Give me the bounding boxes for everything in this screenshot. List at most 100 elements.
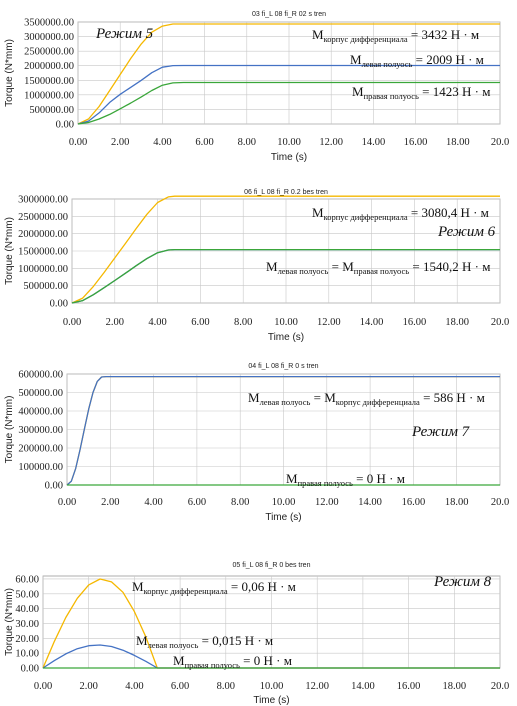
- annotation-part: корпус дифференциала: [324, 34, 408, 44]
- annotation-part: M: [286, 471, 298, 486]
- mode-label: Режим 7: [411, 424, 471, 440]
- y-tick-label: 3500000.00: [24, 18, 74, 29]
- annotation-part: корпус дифференциала: [324, 212, 408, 222]
- annotation-part: =: [328, 259, 342, 274]
- x-axis-label: Time (s): [268, 332, 304, 343]
- x-tick-label: 6.00: [188, 497, 206, 508]
- x-tick-label: 14.00: [360, 317, 384, 328]
- torque-annotation: Mправая полуось = 0 Н · м: [173, 653, 292, 670]
- torque-annotation: Mкорпус дифференциала = 0,06 Н · м: [132, 579, 296, 596]
- x-tick-label: 6.00: [191, 317, 209, 328]
- x-tick-label: 4.00: [144, 497, 162, 508]
- y-tick-label: 0.00: [56, 120, 74, 131]
- x-tick-label: 2.00: [106, 317, 124, 328]
- mode-label: Режим 6: [437, 224, 496, 240]
- torque-annotation: Mкорпус дифференциала = 3432 Н · м: [312, 27, 479, 44]
- annotation-part: M: [173, 653, 185, 668]
- x-tick-label: 18.00: [442, 681, 466, 692]
- annotation-part: =: [310, 390, 324, 405]
- chart-title: 05 fi_L 08 fi_R 0 bes tren: [233, 562, 311, 569]
- torque-annotation: Mлевая полуось = 0,015 Н · м: [136, 633, 273, 650]
- series-line-left: [77, 64, 500, 125]
- chart-title: 03 fi_L 08 fi_R 02 s tren: [252, 11, 326, 18]
- y-tick-label: 10.00: [15, 649, 39, 660]
- x-tick-label: 16.00: [402, 497, 426, 508]
- x-tick-label: 12.00: [305, 681, 329, 692]
- x-tick-label: 8.00: [217, 681, 235, 692]
- annotation-part: правая полуось: [185, 660, 240, 670]
- annotation-part: M: [248, 390, 260, 405]
- x-tick-label: 16.00: [403, 317, 427, 328]
- annotation-part: M: [342, 259, 354, 274]
- y-tick-label: 500000.00: [18, 388, 63, 399]
- x-tick-label: 8.00: [238, 137, 256, 148]
- x-tick-label: 12.00: [319, 137, 343, 148]
- x-tick-label: 20.0: [491, 681, 509, 692]
- annotation-part: M: [136, 633, 148, 648]
- mode-label: Режим 5: [95, 26, 154, 42]
- annotation-part: правая полуось: [364, 91, 419, 101]
- annotation-part: = 1540,2 Н · м: [409, 259, 490, 274]
- y-tick-label: 1000000.00: [18, 264, 68, 275]
- annotation-part: = 586 Н · м: [420, 390, 485, 405]
- x-tick-label: 12.00: [317, 317, 341, 328]
- y-tick-label: 1500000.00: [24, 76, 74, 87]
- y-tick-label: 100000.00: [18, 462, 63, 473]
- y-axis-label: Torque (N*mm): [4, 217, 15, 285]
- annotation-part: = 0 Н · м: [240, 653, 292, 668]
- annotation-part: M: [312, 205, 324, 220]
- annotation-part: = 2009 Н · м: [412, 52, 484, 67]
- x-tick-label: 16.00: [397, 681, 421, 692]
- torque-annotation: Mлевая полуось = 2009 Н · м: [350, 52, 484, 69]
- y-tick-label: 1000000.00: [24, 90, 74, 101]
- x-tick-label: 2.00: [101, 497, 119, 508]
- chart-title: 06 fi_L 08 fi_R 0.2 bes tren: [244, 189, 328, 196]
- x-tick-label: 14.00: [351, 681, 375, 692]
- annotation-part: = 0,015 Н · м: [198, 633, 273, 648]
- annotation-part: M: [132, 579, 144, 594]
- x-axis-label: Time (s): [271, 152, 307, 163]
- y-tick-label: 400000.00: [18, 407, 63, 418]
- x-tick-label: 6.00: [171, 681, 189, 692]
- y-tick-label: 2000000.00: [18, 229, 68, 240]
- annotation-part: = 3432 Н · м: [408, 27, 480, 42]
- chart-title: 04 fi_L 08 fi_R 0 s tren: [248, 363, 318, 370]
- y-tick-label: 0.00: [50, 299, 68, 310]
- torque-annotation: Mлевая полуось = Mкорпус дифференциала =…: [248, 390, 485, 407]
- x-tick-label: 4.00: [153, 137, 171, 148]
- x-tick-label: 4.00: [148, 317, 166, 328]
- x-tick-label: 18.00: [445, 497, 469, 508]
- y-tick-label: 2000000.00: [24, 61, 74, 72]
- torque-annotation: Mлевая полуось = Mправая полуось = 1540,…: [266, 259, 490, 276]
- x-tick-label: 8.00: [231, 497, 249, 508]
- x-tick-label: 10.00: [272, 497, 296, 508]
- series-line-right: [71, 248, 500, 304]
- torque-annotation: Mправая полуось = 0 Н · м: [286, 471, 405, 488]
- x-tick-label: 10.00: [260, 681, 284, 692]
- chart-panel-4: 05 fi_L 08 fi_R 0 bes tren 0.00 2.00 4.00 6.…: [4, 562, 509, 706]
- x-tick-label: 2.00: [111, 137, 129, 148]
- x-tick-label: 10.00: [274, 317, 298, 328]
- series-line-housing: [71, 195, 500, 304]
- y-tick-label: 2500000.00: [18, 212, 68, 223]
- annotation-part: корпус дифференциала: [144, 586, 228, 596]
- y-tick-label: 3000000.00: [18, 195, 68, 206]
- x-tick-label: 4.00: [125, 681, 143, 692]
- annotation-part: правая полуось: [354, 266, 409, 276]
- torque-annotation: Mкорпус дифференциала = 3080,4 Н · м: [312, 205, 489, 222]
- x-tick-label: 18.00: [446, 137, 470, 148]
- x-tick-label: 10.00: [277, 137, 301, 148]
- y-tick-label: 0.00: [45, 481, 63, 492]
- y-tick-label: 500000.00: [29, 105, 74, 116]
- y-tick-label: 50.00: [15, 589, 39, 600]
- x-tick-label: 0.00: [63, 317, 81, 328]
- annotation-part: = 0 Н · м: [353, 471, 405, 486]
- x-tick-label: 0.00: [34, 681, 52, 692]
- y-tick-label: 40.00: [15, 604, 39, 615]
- annotation-part: корпус дифференциала: [336, 397, 420, 407]
- x-tick-label: 18.00: [445, 317, 469, 328]
- x-tick-label: 20.0: [491, 317, 509, 328]
- mode-label: Режим 8: [433, 574, 492, 590]
- annotation-part: левая полуось: [260, 397, 311, 407]
- y-tick-label: 3000000.00: [24, 32, 74, 43]
